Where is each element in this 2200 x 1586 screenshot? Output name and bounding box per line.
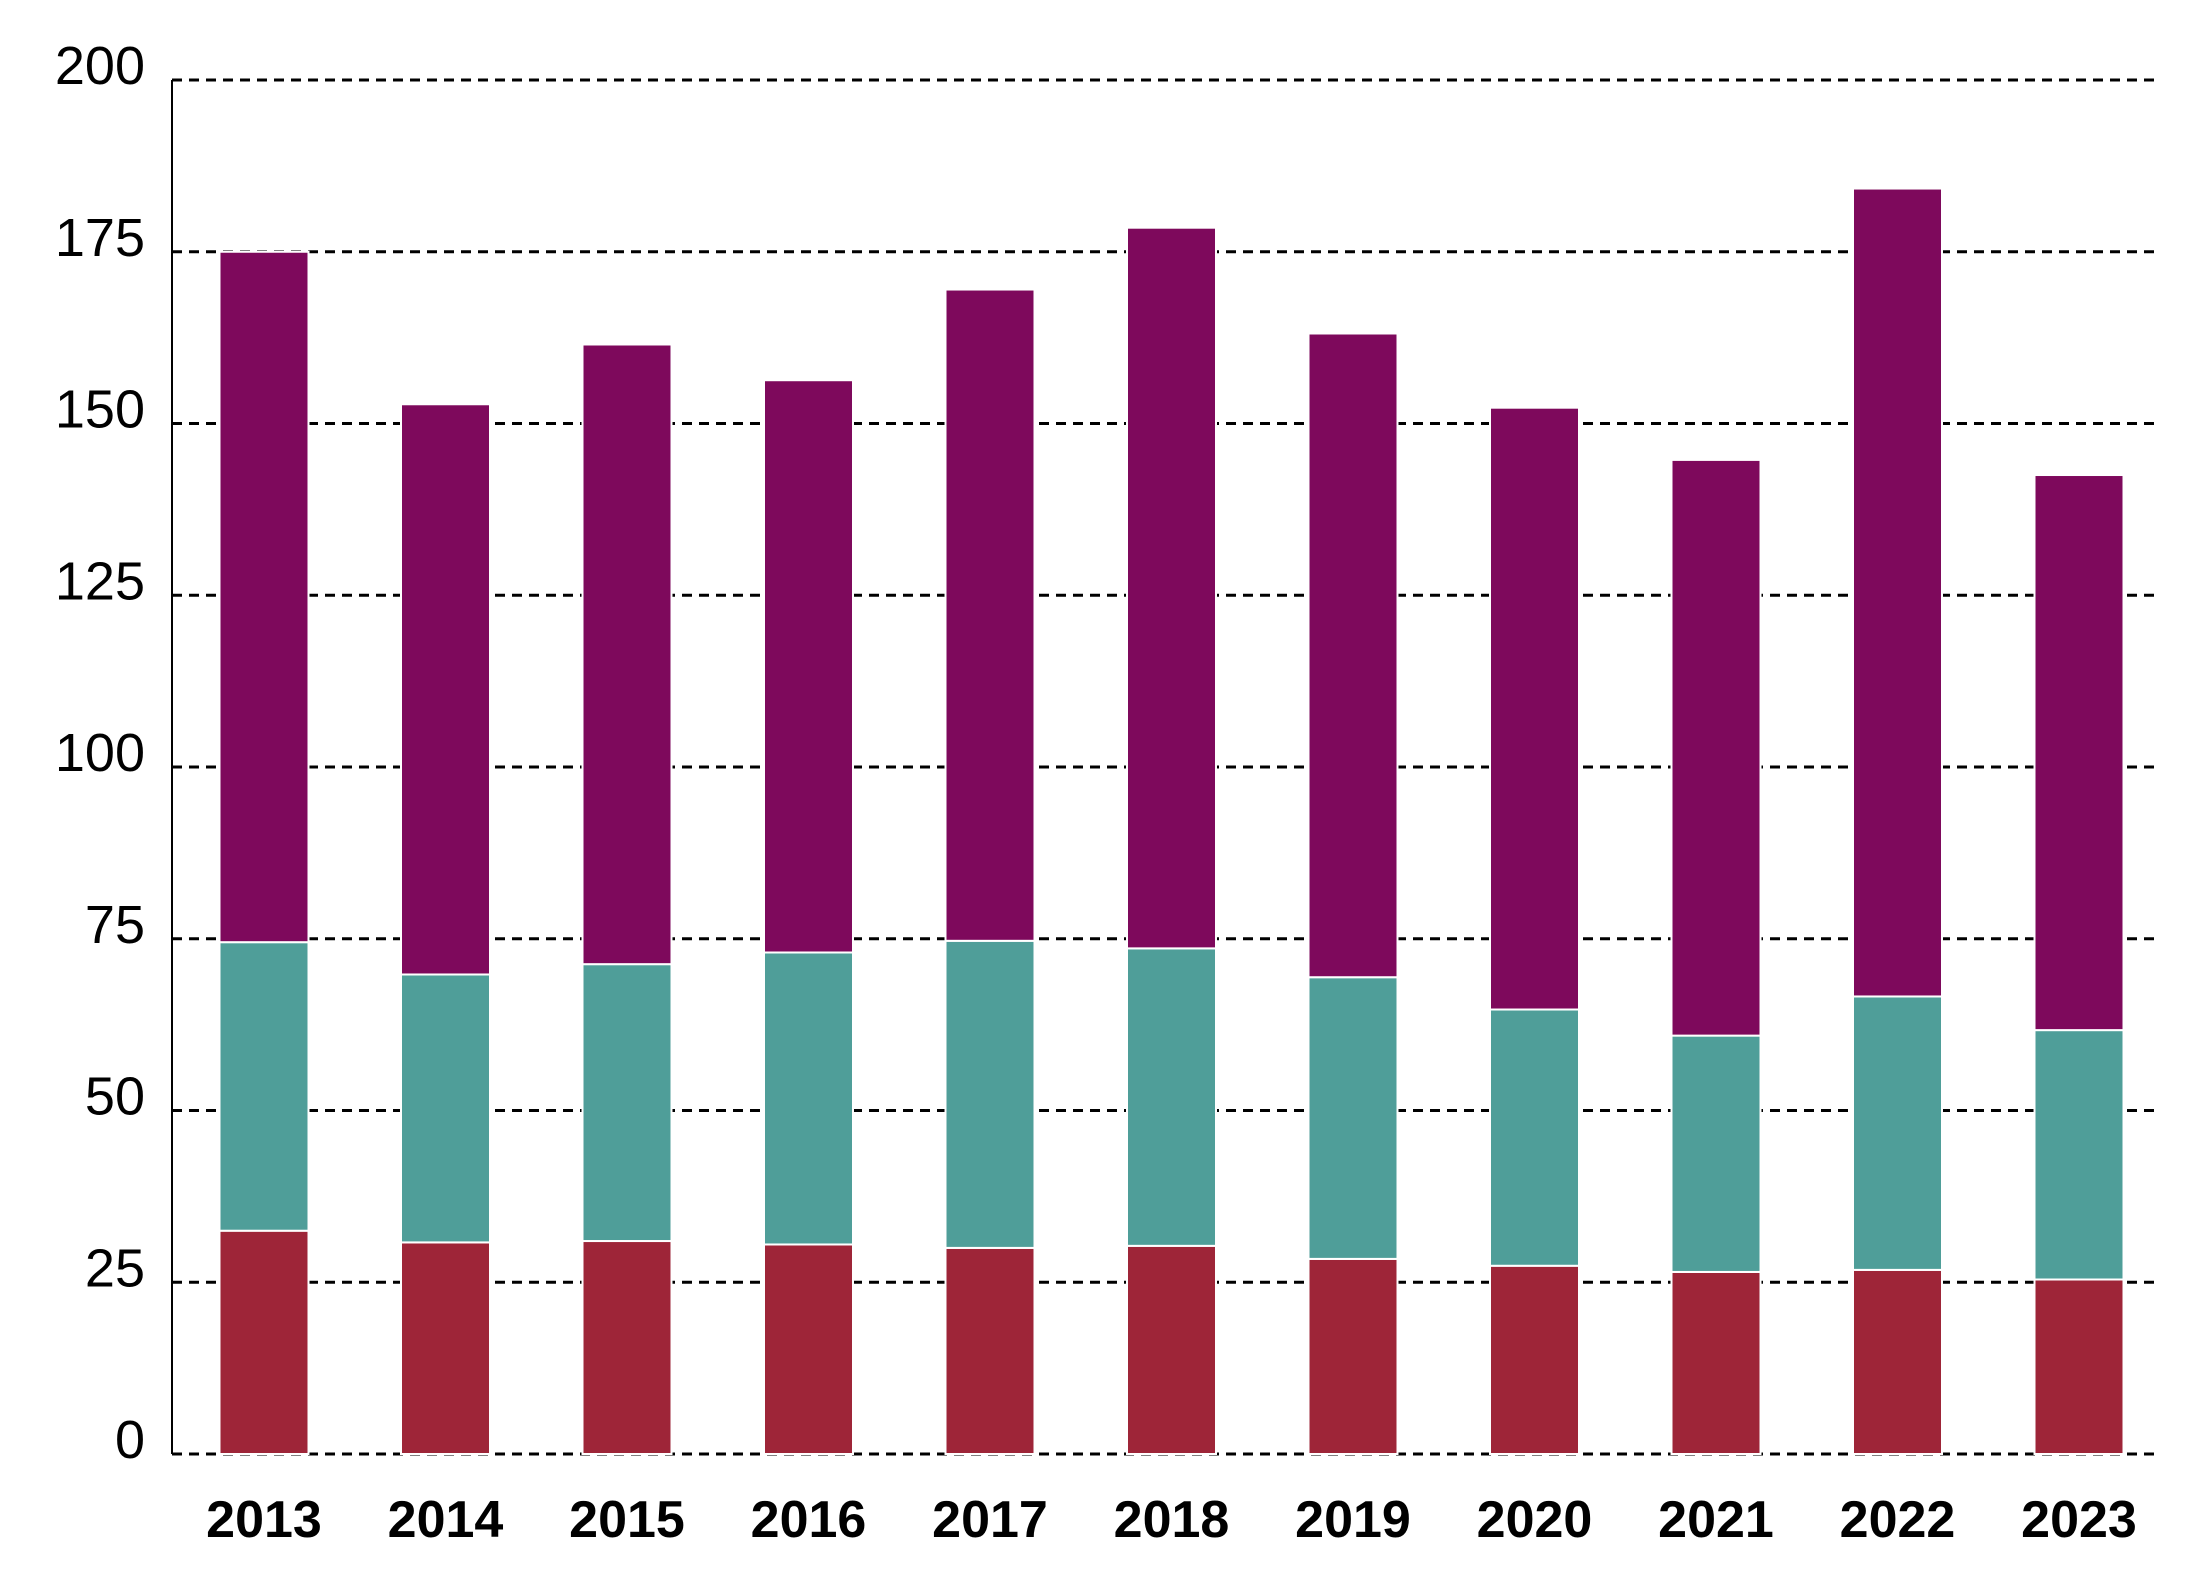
y-tick-label: 75 — [85, 895, 145, 955]
y-tick-label: 150 — [55, 380, 145, 440]
y-tick-labels: 0 25 50 75 100 125 150 175 200 — [55, 36, 145, 1470]
x-tick-label: 2013 — [206, 1491, 322, 1549]
bar-segment-series-3 — [1489, 406, 1580, 1011]
bar-segment-series-1 — [1307, 1257, 1399, 1455]
y-tick-label: 100 — [55, 723, 145, 783]
bar-segment-series-3 — [763, 379, 854, 954]
bar-segment-series-3 — [218, 250, 310, 944]
bar-segment-series-2 — [1852, 995, 1943, 1271]
bar-segment-series-1 — [400, 1241, 491, 1456]
bar-segment-series-1 — [1670, 1270, 1762, 1455]
bar-segment-series-1 — [581, 1240, 673, 1456]
bar-segment-series-2 — [1307, 976, 1399, 1260]
x-tick-labels: 2013 2014 2015 2016 2017 2018 2019 2020 2021 2022… — [206, 1491, 2137, 1549]
bars — [218, 187, 2125, 1456]
bar-segment-series-3 — [1126, 226, 1217, 950]
x-tick-label: 2022 — [1840, 1491, 1956, 1549]
bar-segment-series-1 — [1126, 1244, 1217, 1455]
bar-segment-series-2 — [1126, 947, 1217, 1247]
bar-segment-series-1 — [1852, 1268, 1943, 1456]
x-tick-label: 2017 — [932, 1491, 1048, 1549]
bar-segment-series-3 — [1852, 187, 1943, 998]
bar-segment-series-2 — [1489, 1008, 1580, 1267]
bar-segment-series-3 — [581, 343, 673, 966]
x-tick-label: 2020 — [1477, 1491, 1593, 1549]
x-tick-label: 2021 — [1658, 1491, 1774, 1549]
bar-segment-series-1 — [2033, 1278, 2125, 1455]
y-tick-label: 200 — [55, 36, 145, 96]
x-tick-label: 2018 — [1114, 1491, 1230, 1549]
y-tick-label: 175 — [55, 208, 145, 268]
y-tick-label: 0 — [115, 1410, 145, 1470]
bar-segment-series-1 — [944, 1246, 1036, 1456]
bar-segment-series-2 — [1670, 1034, 1762, 1273]
x-tick-label: 2016 — [751, 1491, 867, 1549]
x-tick-label: 2019 — [1295, 1491, 1411, 1549]
bar-segment-series-3 — [2033, 474, 2125, 1032]
bar-segment-series-1 — [1489, 1264, 1580, 1455]
bar-segment-series-3 — [1670, 458, 1762, 1037]
bar-segment-series-2 — [944, 939, 1036, 1249]
bar-segment-series-2 — [763, 951, 854, 1246]
bar-segment-series-3 — [944, 288, 1036, 942]
x-tick-label: 2023 — [2021, 1491, 2137, 1549]
x-tick-label: 2015 — [569, 1491, 685, 1549]
y-tick-label: 25 — [85, 1238, 145, 1298]
bar-segment-series-2 — [2033, 1029, 2125, 1281]
y-tick-label: 50 — [85, 1067, 145, 1127]
bar-segment-series-2 — [218, 941, 310, 1232]
bar-segment-series-2 — [400, 973, 491, 1244]
x-tick-label: 2014 — [388, 1491, 504, 1549]
bar-segment-series-2 — [581, 963, 673, 1243]
bar-segment-series-3 — [400, 403, 491, 976]
bar-segment-series-3 — [1307, 332, 1399, 979]
bar-segment-series-1 — [763, 1243, 854, 1455]
bar-segment-series-1 — [218, 1229, 310, 1455]
y-tick-label: 125 — [55, 551, 145, 611]
